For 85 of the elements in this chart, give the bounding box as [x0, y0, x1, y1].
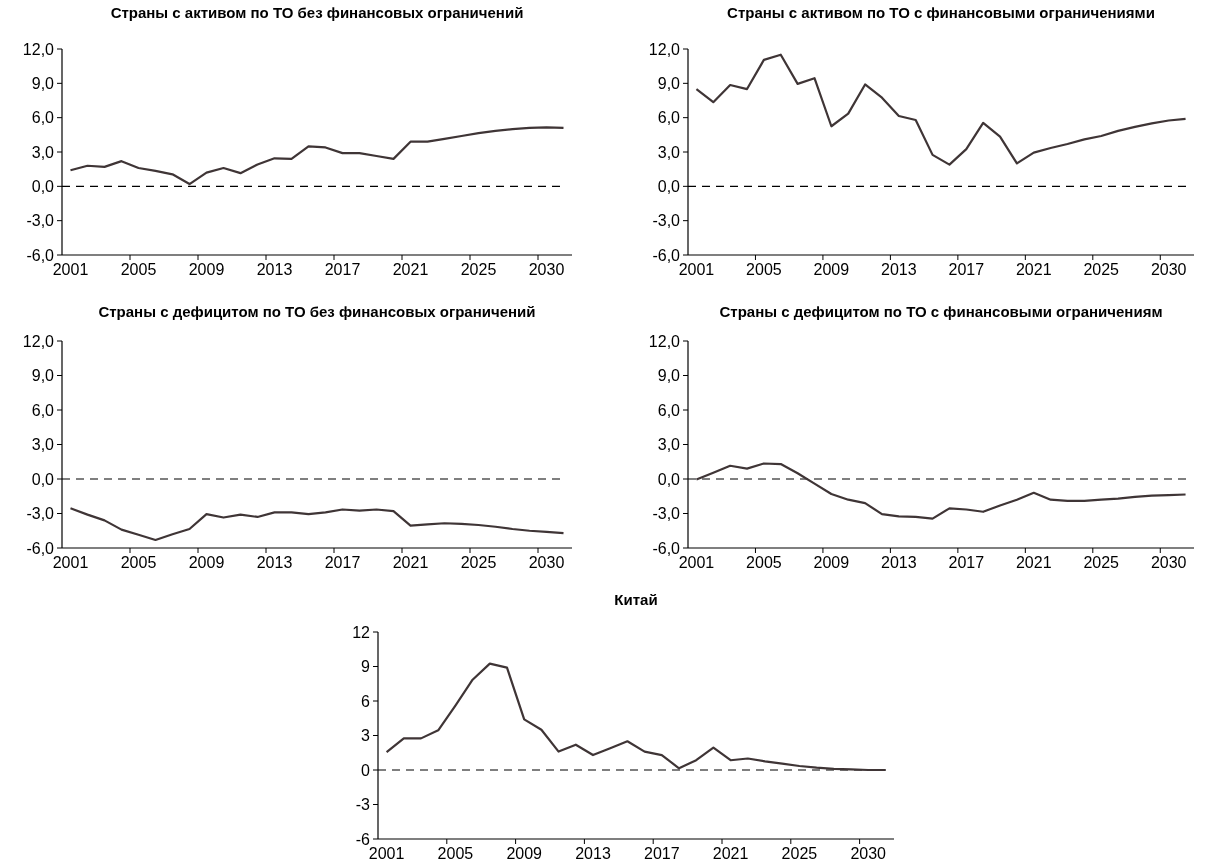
chart-title: Страны с активом по ТО без финансовых ограничений [110, 4, 524, 21]
x-tick-label: 2013 [256, 554, 293, 571]
x-tick-label: 2013 [881, 261, 917, 278]
x-tick-label: 2009 [813, 554, 850, 571]
x-tick-label: 2021 [1015, 261, 1052, 278]
y-tick-label: 9,0 [31, 367, 55, 385]
x-tick-label: 2030 [528, 261, 565, 278]
x-tick-label: 2005 [437, 845, 474, 862]
x-tick-label: 2017 [644, 845, 680, 862]
y-tick-label: 3,0 [657, 436, 681, 454]
y-tick-label: -3,0 [26, 212, 55, 230]
x-tick-label: 2025 [460, 554, 497, 571]
x-tick-label: 2001 [52, 261, 89, 278]
y-tick-label: 0 [361, 761, 371, 779]
x-tick-label: 2025 [1083, 554, 1120, 571]
x-tick-label: 2030 [528, 554, 565, 571]
x-tick-label: 2025 [460, 261, 497, 278]
chart-title: Страны с дефицитом по ТО с финансовыми ограничениям [719, 303, 1163, 320]
x-tick-label: 2005 [746, 554, 782, 571]
y-tick-label: 6 [361, 692, 371, 710]
line-series [69, 126, 565, 186]
x-tick-label: 2030 [1150, 261, 1187, 278]
x-tick-label: 2009 [813, 261, 850, 278]
y-tick-label: 3 [361, 727, 371, 745]
y-tick-label: 12,0 [648, 332, 681, 350]
chart-title: Страны с активом по ТО с финансовыми ограничениями [727, 4, 1155, 21]
x-tick-label: 2021 [712, 845, 749, 862]
x-tick-label: 2009 [506, 845, 543, 862]
y-tick-label: -6,0 [652, 539, 681, 557]
y-tick-label: 9,0 [31, 74, 55, 92]
y-tick-label: -6,0 [26, 246, 55, 264]
y-tick-label: 3,0 [31, 143, 55, 161]
y-tick-label: 0,0 [31, 177, 55, 195]
y-tick-label: 6,0 [31, 109, 55, 127]
y-tick-label: 3,0 [657, 143, 681, 161]
x-tick-label: 2013 [575, 845, 611, 862]
x-tick-label: 2021 [392, 554, 429, 571]
x-tick-label: 2001 [678, 261, 715, 278]
x-tick-label: 2017 [948, 554, 985, 571]
y-tick-label: 12,0 [22, 40, 55, 58]
y-tick-label: 12,0 [22, 332, 55, 350]
y-tick-label: -3,0 [652, 505, 681, 523]
x-tick-label: 2001 [52, 554, 89, 571]
y-tick-label: -6,0 [652, 246, 681, 264]
y-tick-label: 12 [352, 623, 371, 641]
y-tick-label: 0,0 [657, 177, 681, 195]
y-tick-label: 3,0 [31, 436, 55, 454]
x-tick-label: 2021 [1015, 554, 1052, 571]
x-tick-label: 2005 [120, 261, 157, 278]
x-tick-label: 2001 [368, 845, 405, 862]
y-tick-label: 0,0 [31, 470, 55, 488]
line-series [695, 462, 1187, 520]
x-tick-label: 2017 [324, 554, 361, 571]
y-tick-label: 6,0 [657, 401, 681, 419]
y-tick-label: 12,0 [648, 40, 681, 58]
x-tick-label: 2025 [781, 845, 818, 862]
x-tick-label: 2017 [324, 261, 361, 278]
line-series [69, 507, 565, 542]
y-tick-label: 9 [361, 658, 371, 676]
line-series [695, 53, 1187, 166]
x-tick-label: 2021 [392, 261, 429, 278]
x-tick-label: 2013 [256, 261, 293, 278]
y-tick-label: -6 [355, 830, 371, 848]
x-tick-label: 2030 [850, 845, 887, 862]
line-series [385, 662, 887, 772]
y-tick-label: 9,0 [657, 367, 681, 385]
y-tick-label: -3,0 [652, 212, 681, 230]
x-tick-label: 2009 [188, 554, 225, 571]
y-tick-label: 9,0 [657, 74, 681, 92]
x-tick-label: 2025 [1083, 261, 1120, 278]
x-tick-label: 2013 [881, 554, 917, 571]
y-tick-label: 6,0 [31, 401, 55, 419]
x-tick-label: 2017 [948, 261, 985, 278]
x-tick-label: 2009 [188, 261, 225, 278]
y-tick-label: -3 [355, 796, 371, 814]
chart-title: Страны с дефицитом по ТО без финансовых ограничений [98, 303, 536, 320]
x-tick-label: 2030 [1150, 554, 1187, 571]
y-tick-label: 6,0 [657, 109, 681, 127]
x-tick-label: 2001 [678, 554, 715, 571]
chart-title: Китай [614, 591, 658, 608]
y-tick-label: -6,0 [26, 539, 55, 557]
y-tick-label: -3,0 [26, 505, 55, 523]
x-tick-label: 2005 [746, 261, 782, 278]
y-tick-label: 0,0 [657, 470, 681, 488]
x-tick-label: 2005 [120, 554, 157, 571]
